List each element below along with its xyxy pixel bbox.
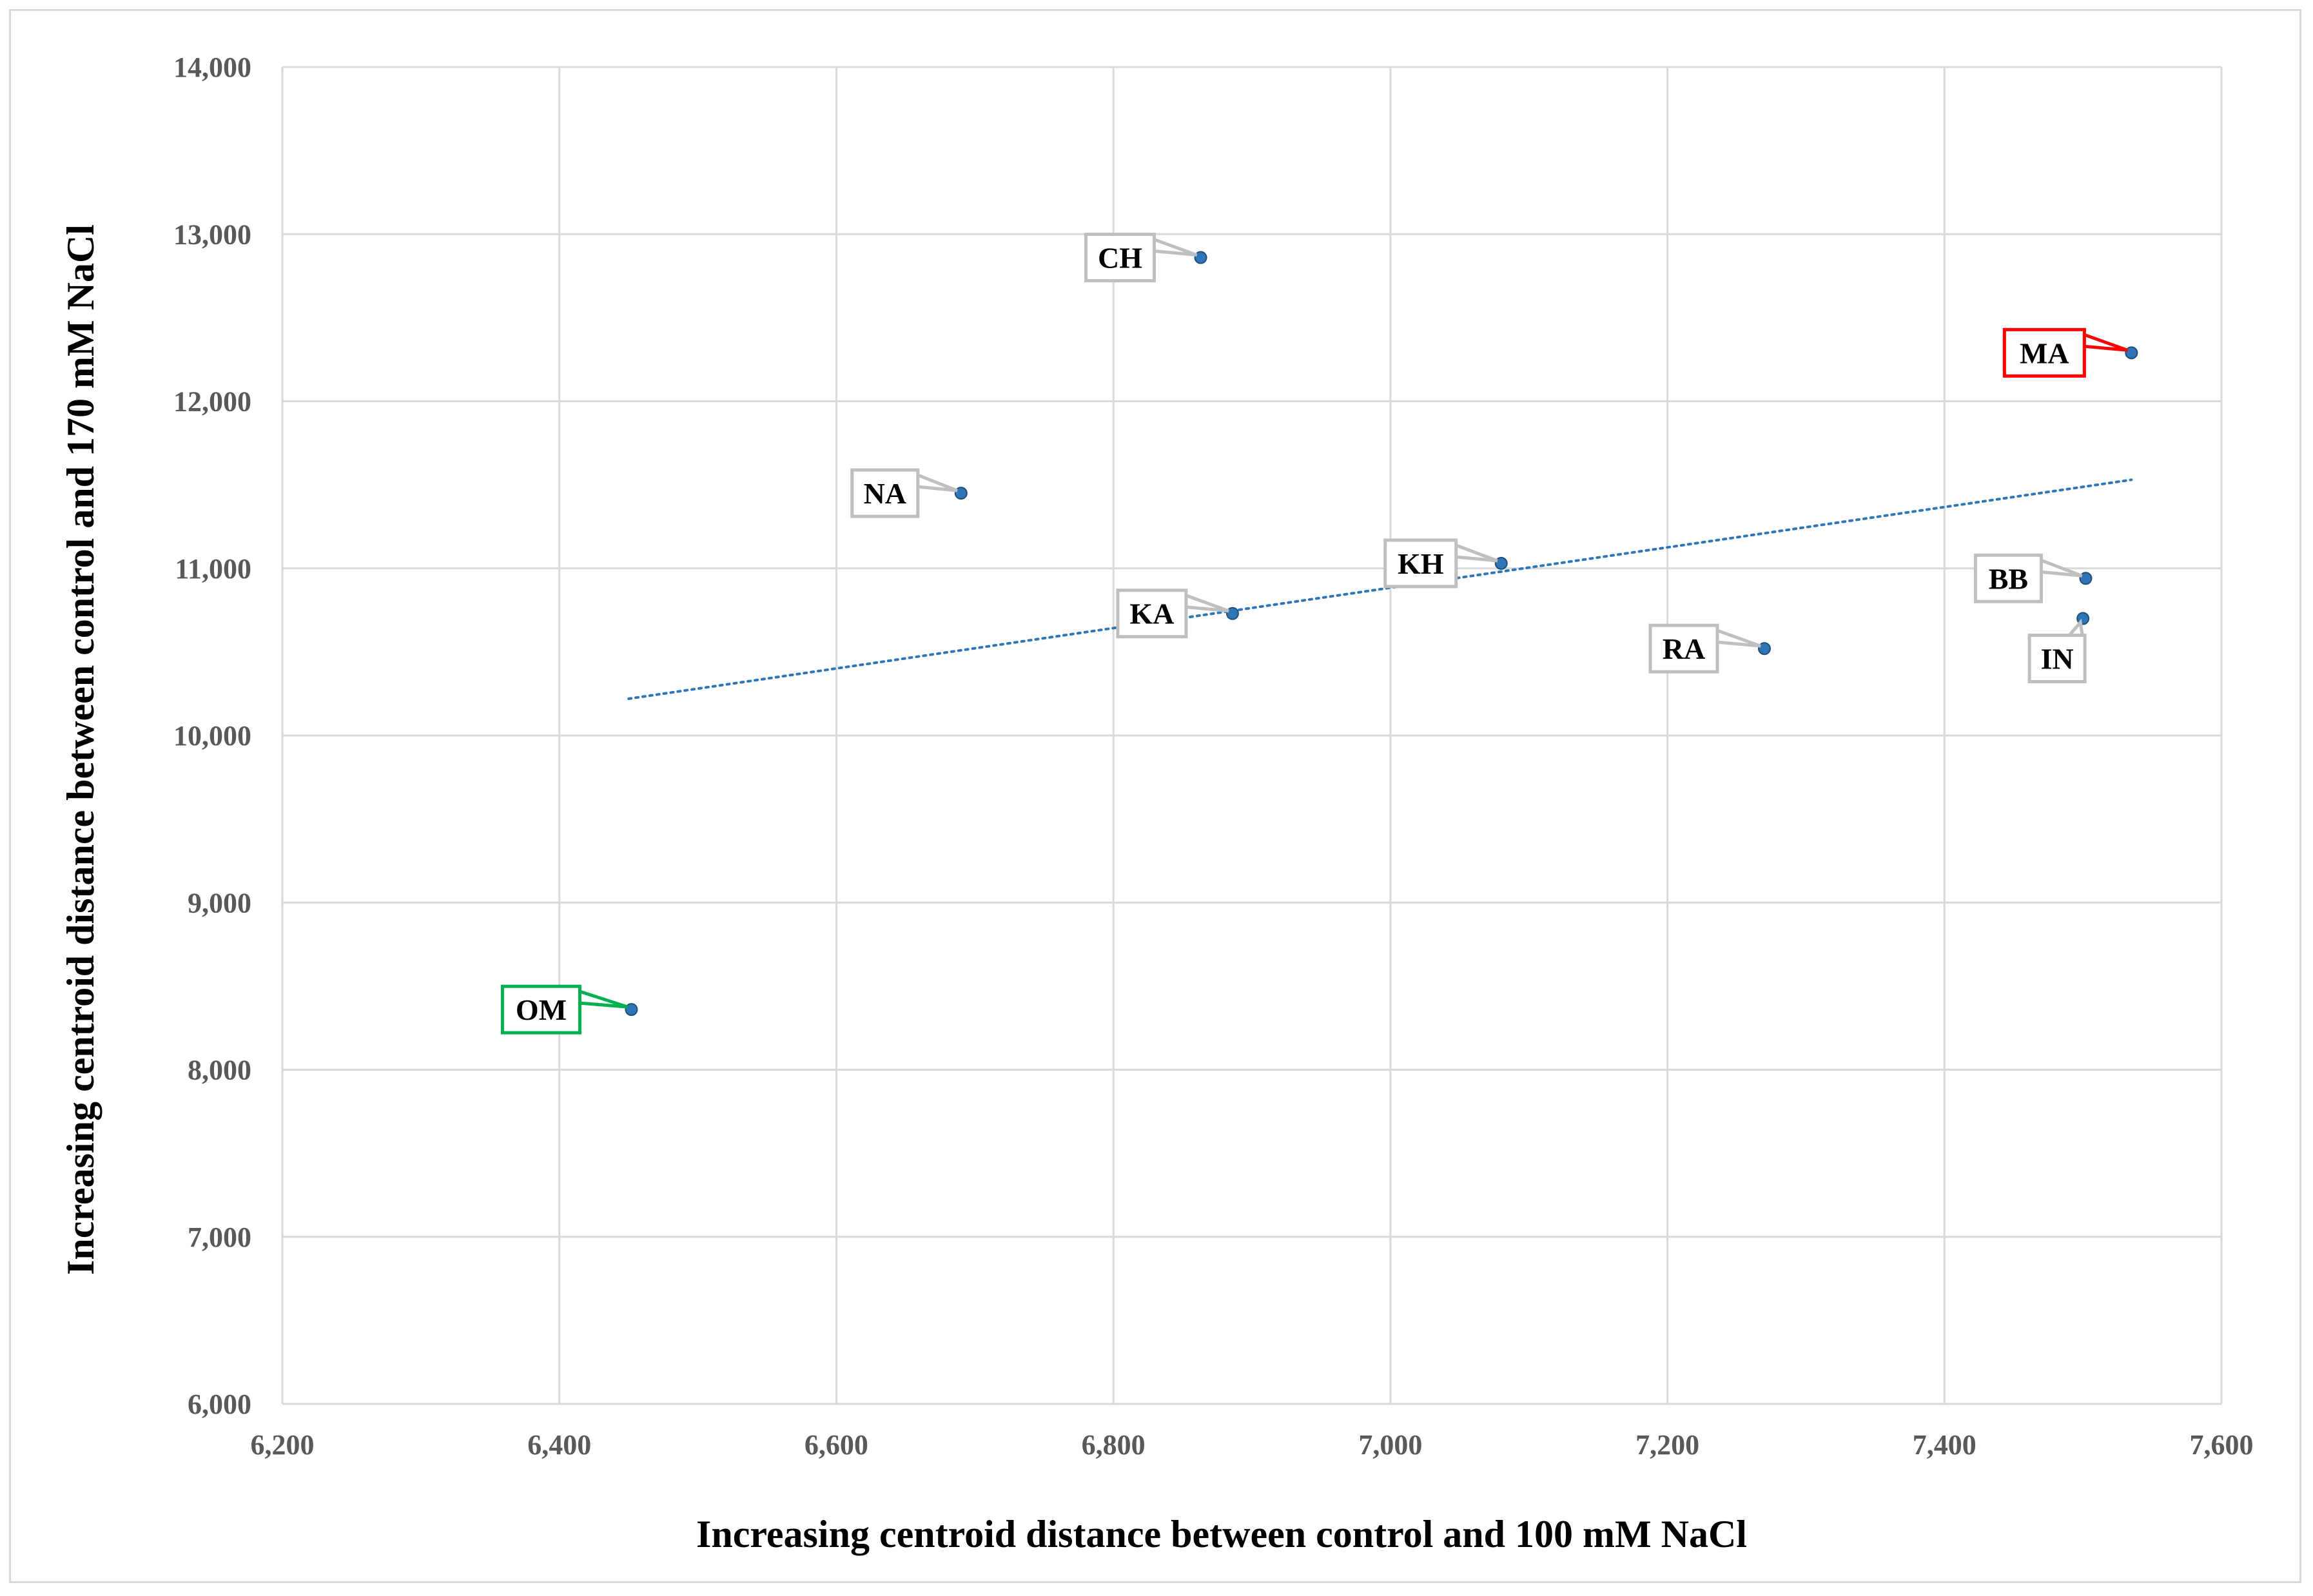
x-tick-label: 6,200 [251, 1429, 315, 1461]
point-label-text: OM [516, 993, 567, 1026]
point-label-text: MA [2020, 336, 2069, 369]
point-label-na: NA [850, 468, 958, 518]
point-label-text: BB [1989, 562, 2028, 595]
point-label-ra: RA [1648, 623, 1761, 674]
point-label-text: KH [1398, 547, 1444, 580]
trendline-layer [627, 478, 2133, 700]
x-axis-title: Increasing centroid distance between con… [696, 1513, 1747, 1555]
points-layer [625, 251, 2138, 1017]
point-label-ma: MA [2002, 327, 2129, 378]
point-label-om: OM [500, 984, 629, 1035]
x-tick-label: 6,400 [527, 1429, 591, 1461]
data-point-ma [2125, 346, 2138, 360]
y-tick-label: 8,000 [188, 1055, 251, 1086]
point-label-text: NA [864, 477, 906, 510]
x-tick-label: 7,600 [2190, 1429, 2254, 1461]
x-tick-label: 6,800 [1082, 1429, 1146, 1461]
point-label-text: RA [1663, 632, 1705, 665]
data-point-ch [1194, 251, 1207, 264]
trendline [627, 478, 2133, 700]
y-tick-label: 7,000 [188, 1221, 251, 1253]
point-label-in: IN [2027, 618, 2087, 684]
data-point-ka [1225, 607, 1239, 620]
y-tick-label: 10,000 [173, 720, 251, 752]
y-tick-label: 6,000 [188, 1388, 251, 1420]
data-point-kh [1494, 556, 1508, 570]
x-tick-label: 6,600 [805, 1429, 868, 1461]
point-label-text: CH [1098, 242, 1142, 275]
point-labels-layer: CH MA NA KH KA RA BB IN OM [500, 233, 2129, 1035]
data-point-na [954, 487, 968, 500]
point-label-text: IN [2041, 643, 2074, 676]
data-point-om [625, 1003, 638, 1017]
grid-layer [281, 66, 2223, 1405]
tick-labels: 6,200 6,400 6,600 6,800 7,000 7,200 7,400 7,600… [173, 52, 2254, 1461]
y-tick-label: 13,000 [173, 219, 251, 250]
x-tick-label: 7,200 [1635, 1429, 1699, 1461]
data-point-bb [2079, 572, 2093, 585]
y-tick-label: 14,000 [173, 52, 251, 83]
point-label-bb: BB [1973, 553, 2083, 603]
x-tick-label: 7,400 [1913, 1429, 1976, 1461]
y-tick-label: 9,000 [188, 887, 251, 919]
y-tick-label: 11,000 [175, 553, 251, 585]
point-label-ch: CH [1084, 233, 1198, 283]
point-label-ka: KA [1116, 589, 1229, 639]
point-label-text: KA [1129, 598, 1174, 630]
data-point-ra [1757, 642, 1771, 656]
point-label-kh: KH [1383, 538, 1498, 589]
y-axis-title: Increasing centroid distance between con… [59, 224, 102, 1275]
x-tick-label: 7,000 [1358, 1429, 1422, 1461]
y-tick-label: 12,000 [173, 386, 251, 418]
